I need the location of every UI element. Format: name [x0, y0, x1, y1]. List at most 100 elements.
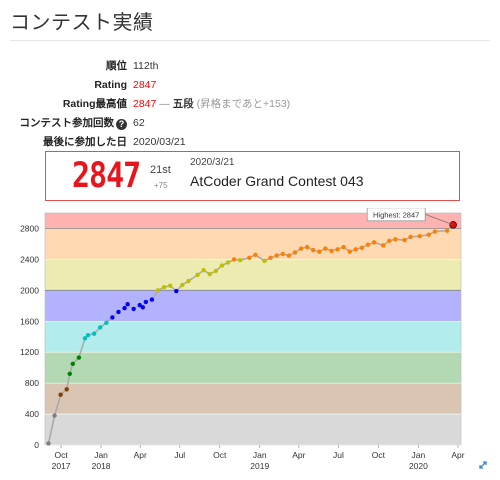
rating-point[interactable]	[58, 392, 63, 397]
tooltip-pointer	[425, 214, 454, 226]
y-tick-label: 1600	[20, 316, 39, 326]
x-tick-label: Oct	[213, 450, 227, 460]
rating-point[interactable]	[140, 305, 146, 310]
y-tick-label: 2800	[20, 223, 39, 233]
latest-delta: +75	[154, 181, 168, 190]
rating-point[interactable]	[387, 238, 392, 244]
page-title: コンテスト実績	[10, 12, 154, 34]
rating-point[interactable]	[201, 268, 206, 273]
rating-point[interactable]	[76, 355, 82, 360]
rating-point[interactable]	[161, 285, 167, 290]
rating-point[interactable]	[253, 252, 258, 257]
rating-point[interactable]	[122, 305, 127, 311]
rating-point[interactable]	[359, 245, 365, 250]
rating-point[interactable]	[195, 272, 200, 278]
count-label: コンテスト参加回数	[19, 116, 115, 129]
last-label: 最後に参加した日	[43, 135, 127, 148]
rank-value: 112th	[133, 59, 159, 72]
rating-point[interactable]	[149, 297, 155, 302]
x-tick-label: Apr	[451, 450, 464, 460]
rating-point[interactable]	[317, 249, 322, 254]
highest-note: (昇格まであと+153)	[196, 97, 291, 110]
rating-point[interactable]	[186, 278, 191, 284]
tooltip-box	[366, 208, 426, 222]
stats-row-rating: Rating 2847	[4, 76, 290, 95]
rating-points[interactable]	[46, 221, 457, 446]
rating-point[interactable]	[329, 248, 334, 254]
rating-point[interactable]	[67, 371, 72, 377]
rating-point[interactable]	[268, 255, 273, 261]
rating-point[interactable]	[143, 299, 149, 305]
latest-contest-name[interactable]: AtCoder Grand Contest 043	[190, 173, 364, 189]
rating-point[interactable]	[155, 288, 161, 293]
rating-point[interactable]	[207, 271, 212, 277]
title-divider	[10, 40, 490, 41]
expand-icon[interactable]	[479, 461, 487, 469]
chart-gridlines	[45, 228, 461, 446]
rating-point[interactable]	[64, 387, 69, 392]
rating-point[interactable]	[231, 257, 237, 262]
rating-point[interactable]	[311, 247, 316, 253]
rating-point[interactable]	[125, 302, 130, 307]
rating-point[interactable]	[85, 332, 91, 338]
rating-point[interactable]	[371, 240, 377, 245]
x-tick-year-label: 2020	[409, 461, 428, 471]
rating-point[interactable]	[70, 361, 76, 366]
help-icon[interactable]: ?	[116, 118, 127, 130]
rating-point[interactable]	[304, 244, 310, 250]
rating-point[interactable]	[323, 246, 328, 251]
rating-point[interactable]	[262, 258, 267, 264]
rating-point[interactable]	[110, 315, 115, 320]
rating-point[interactable]	[365, 242, 371, 247]
x-tick-label: Oct	[54, 450, 68, 460]
rating-point[interactable]	[432, 229, 438, 234]
rating-point[interactable]	[213, 268, 219, 274]
rating-point[interactable]	[82, 336, 88, 341]
rating-point[interactable]	[341, 244, 346, 250]
rating-point[interactable]	[444, 228, 450, 233]
y-axis: 0 400 800 1200 1600 2000 2400 2800	[20, 223, 39, 450]
rating-point[interactable]	[104, 320, 109, 326]
rating-point[interactable]	[247, 255, 252, 261]
rating-point[interactable]	[91, 331, 97, 336]
stats-row-rank: 順位 112th	[4, 57, 290, 76]
rating-point[interactable]	[131, 306, 136, 312]
stats-table: 順位 112th Rating 2847 Rating最高値 2847 — 五段…	[4, 57, 291, 152]
rating-point[interactable]	[280, 251, 285, 257]
x-tick-year-label: 2018	[92, 461, 111, 471]
rating-point[interactable]	[335, 247, 340, 252]
rating-point[interactable]	[393, 237, 398, 242]
rating-point[interactable]	[98, 325, 103, 330]
rating-band-800	[45, 352, 461, 384]
y-tick-label: 2000	[20, 285, 39, 295]
rating-point[interactable]	[286, 253, 292, 258]
rating-point[interactable]	[292, 250, 298, 255]
rating-point[interactable]	[237, 257, 243, 263]
highest-dan: 五段	[172, 97, 194, 110]
rating-point[interactable]	[408, 234, 413, 240]
rating-point[interactable]	[116, 309, 121, 315]
rating-point[interactable]	[298, 246, 304, 251]
rating-point[interactable]	[46, 441, 51, 446]
rating-point[interactable]	[52, 413, 57, 418]
rating-label: Rating	[94, 78, 127, 91]
x-tick-label: Jan	[412, 450, 426, 460]
rating-point[interactable]	[380, 243, 386, 248]
rating-point[interactable]	[137, 302, 142, 308]
rating-point[interactable]	[402, 237, 407, 243]
rating-point[interactable]	[180, 282, 185, 288]
x-tick-label: Oct	[372, 450, 386, 460]
rating-point[interactable]	[225, 260, 231, 265]
rating-point[interactable]	[174, 288, 179, 294]
last-value: 2020/03/21	[133, 135, 186, 148]
rating-point[interactable]	[353, 247, 359, 252]
rating-point[interactable]	[274, 253, 279, 258]
rating-point[interactable]	[347, 249, 352, 254]
y-tick-label: 400	[25, 409, 39, 419]
rating-point[interactable]	[417, 234, 422, 239]
rating-point[interactable]	[167, 283, 173, 288]
highest-value: 2847	[133, 97, 157, 110]
rating-point[interactable]	[426, 232, 432, 237]
rating-point[interactable]	[219, 263, 225, 268]
